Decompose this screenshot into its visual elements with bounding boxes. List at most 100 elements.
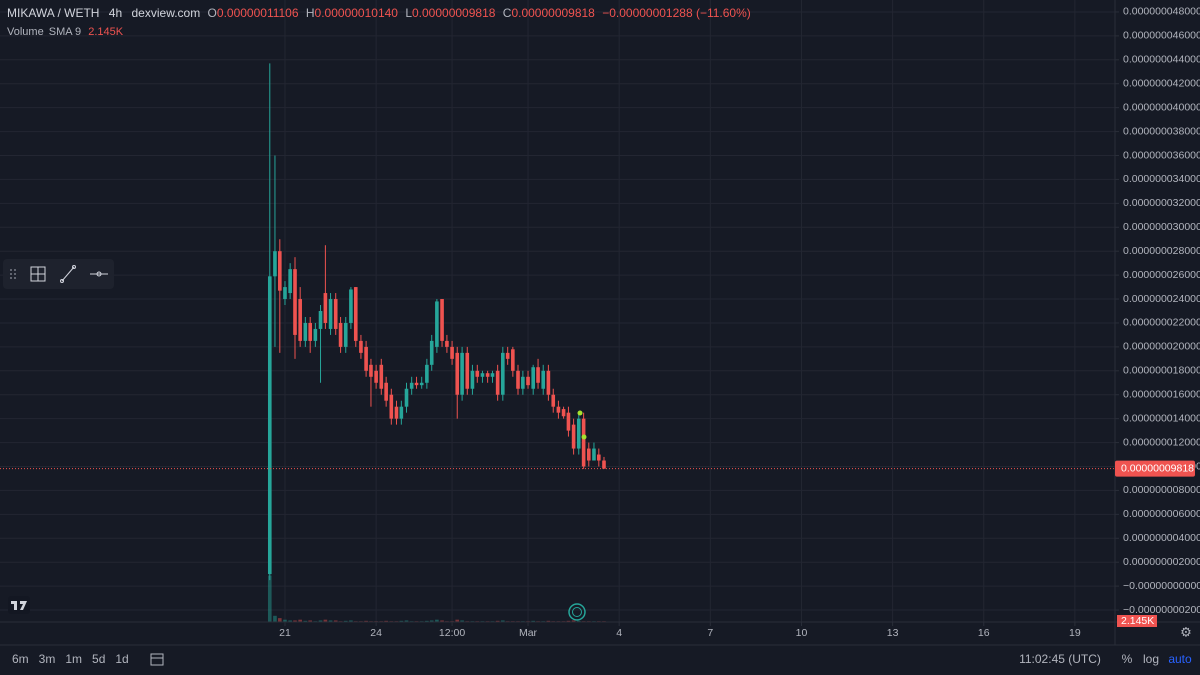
ohlc-value: 0.00000010140	[315, 6, 399, 20]
y-tick-label: 0.000000036000	[1123, 149, 1200, 161]
ohlc-key: H	[306, 6, 315, 20]
candle-body	[267, 276, 272, 575]
source: dexview.com	[132, 6, 201, 20]
x-tick-label: 10	[796, 627, 808, 639]
candle-body	[394, 406, 399, 419]
volume-bar	[440, 620, 444, 622]
event-marker[interactable]	[577, 410, 583, 416]
y-tick-label: 0.000000020000	[1123, 341, 1200, 353]
percent-toggle[interactable]: %	[1122, 652, 1133, 666]
volume-bar	[404, 620, 409, 622]
volume-bar	[460, 620, 464, 622]
ohlc-value: 0.00000009818	[511, 6, 595, 20]
candle-body	[541, 370, 546, 389]
candle-body	[414, 382, 419, 386]
y-tick-label: 0.000000042000	[1123, 78, 1200, 90]
volume-bar	[399, 620, 404, 622]
candle-body	[551, 394, 556, 407]
volume-bar	[501, 620, 505, 622]
range-button[interactable]: 1m	[65, 652, 82, 666]
settings-icon[interactable]: ⚙	[1180, 624, 1192, 639]
volume-bar	[546, 620, 551, 622]
volume-bar	[455, 619, 460, 622]
volume-bar	[333, 620, 338, 622]
drawing-toolbar	[3, 259, 114, 289]
y-tick-label: 0.000000026000	[1123, 269, 1200, 281]
x-tick-label: Mar	[519, 627, 538, 639]
y-tick-label: 0.000000014000	[1123, 412, 1200, 424]
y-tick-label: 0.000000002000	[1123, 556, 1200, 568]
date-range-button[interactable]	[150, 653, 164, 666]
candle-body	[399, 406, 404, 419]
volume-study: SMA 9	[49, 26, 81, 38]
volume-bar	[273, 615, 277, 622]
candle-body	[440, 299, 444, 341]
range-button[interactable]: 1d	[115, 652, 128, 666]
candle-body	[425, 364, 429, 383]
candle-body	[445, 340, 449, 347]
volume-tag-label: 2.145K	[1121, 615, 1154, 627]
volume-bar	[293, 620, 297, 622]
auto-toggle[interactable]: auto	[1168, 652, 1192, 666]
candle-body	[278, 251, 282, 291]
candle-body	[586, 448, 591, 461]
x-tick-label: 24	[370, 627, 382, 639]
legend-line: MIKAWA / WETH 4h dexview.com O0.00000011…	[7, 6, 751, 20]
line-tool[interactable]	[60, 265, 76, 283]
marks	[0, 63, 1115, 622]
y-tick-label: −0.000000002000	[1123, 604, 1200, 616]
range-button[interactable]: 5d	[92, 652, 105, 666]
y-tick-label: 0.000000038000	[1123, 125, 1200, 137]
volume-bar	[267, 575, 272, 622]
candle-body	[338, 322, 343, 347]
volume-bar	[278, 618, 282, 622]
candle-body	[581, 418, 586, 467]
candle-body	[364, 346, 368, 371]
candle-body	[313, 328, 318, 341]
candle-body	[450, 346, 454, 359]
candle-body	[293, 269, 297, 335]
y-tick-label: 0.000000006000	[1123, 508, 1200, 520]
candle-body	[308, 322, 313, 341]
volume-bar	[349, 620, 353, 622]
candle-body	[435, 301, 439, 347]
candle-body	[389, 394, 394, 419]
log-toggle[interactable]: log	[1143, 652, 1159, 666]
candle-body	[323, 293, 328, 323]
candle-body	[571, 424, 576, 449]
volume-bar	[425, 620, 429, 622]
event-marker[interactable]	[581, 434, 587, 440]
volume-label: Volume	[7, 26, 44, 38]
candle-body	[298, 299, 302, 341]
range-button[interactable]: 6m	[12, 652, 29, 666]
volume-bar	[576, 620, 581, 622]
horizontal-line-tool[interactable]	[90, 271, 108, 277]
x-tick-label: 21	[279, 627, 291, 639]
candle-body	[379, 364, 384, 389]
events-badge[interactable]	[568, 603, 586, 621]
candle-body	[516, 370, 520, 389]
x-tick-label: 13	[887, 627, 899, 639]
volume-legend: Volume SMA 9 2.145K	[7, 26, 124, 38]
tradingview-logo	[8, 596, 30, 614]
frame-tool[interactable]	[30, 266, 46, 282]
volume-bar	[435, 619, 439, 622]
volume-bar	[308, 620, 313, 622]
y-tick-label: −0.000000000000	[1123, 580, 1200, 592]
grid	[0, 0, 1115, 622]
volume-bar	[429, 620, 434, 622]
volume-bar	[328, 620, 333, 622]
volume-bar	[495, 620, 500, 622]
volume-bar	[298, 619, 302, 622]
volume-tag	[1117, 615, 1157, 627]
candle-body	[273, 251, 277, 277]
x-tick-label: 19	[1069, 627, 1081, 639]
x-tick-label: 16	[978, 627, 990, 639]
candle-body	[602, 460, 606, 469]
candle-body	[429, 340, 434, 365]
y-tick-label: 0.000000018000	[1123, 365, 1200, 377]
candle-body	[374, 370, 378, 383]
ohlc-key: C	[503, 6, 512, 20]
range-button[interactable]: 3m	[39, 652, 56, 666]
